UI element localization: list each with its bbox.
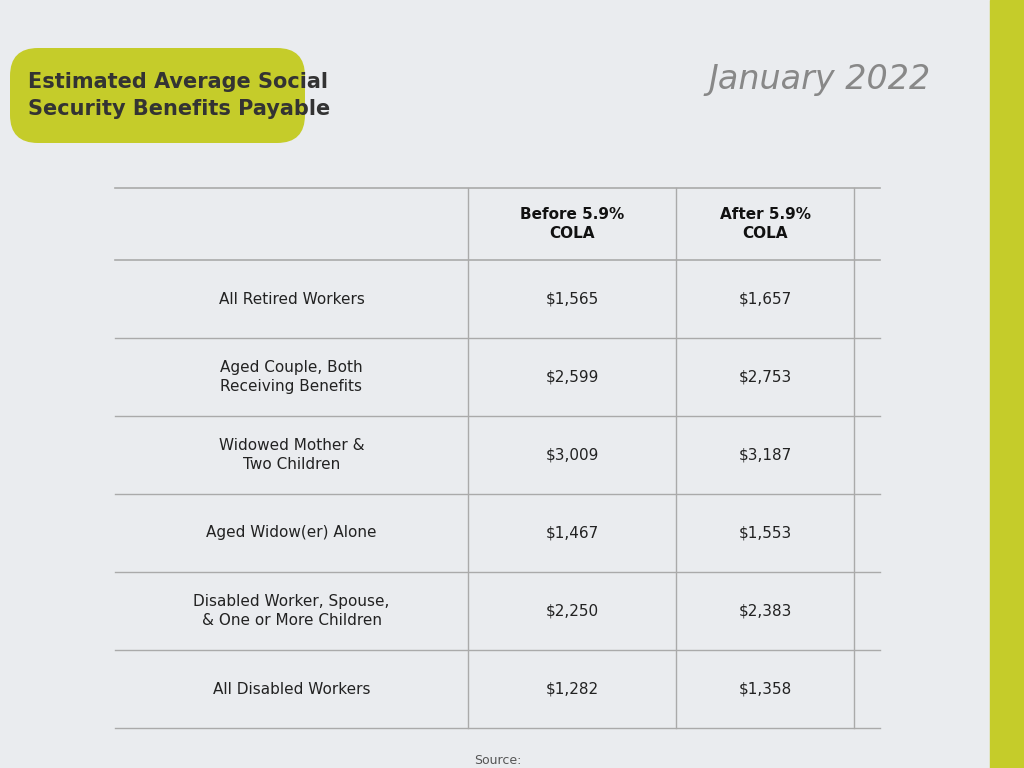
Text: Disabled Worker, Spouse,
& One or More Children: Disabled Worker, Spouse, & One or More C…	[194, 594, 390, 628]
Text: $3,009: $3,009	[546, 448, 599, 462]
Text: All Retired Workers: All Retired Workers	[218, 292, 365, 306]
Text: $2,250: $2,250	[546, 604, 599, 618]
Text: $1,553: $1,553	[738, 525, 792, 541]
Text: Before 5.9%
COLA: Before 5.9% COLA	[520, 207, 624, 241]
Text: Widowed Mother &
Two Children: Widowed Mother & Two Children	[219, 438, 365, 472]
Text: Aged Widow(er) Alone: Aged Widow(er) Alone	[206, 525, 377, 541]
Text: $1,565: $1,565	[546, 292, 599, 306]
Text: After 5.9%
COLA: After 5.9% COLA	[720, 207, 811, 241]
Text: Source:
https://www.ssa.gov/news/press/factsheets/colafacts2022.pdf: Source: https://www.ssa.gov/news/press/f…	[304, 754, 691, 768]
Text: Aged Couple, Both
Receiving Benefits: Aged Couple, Both Receiving Benefits	[220, 359, 362, 395]
Text: January 2022: January 2022	[709, 64, 931, 97]
Text: All Disabled Workers: All Disabled Workers	[213, 681, 371, 697]
Text: Estimated Average Social
Security Benefits Payable: Estimated Average Social Security Benefi…	[28, 72, 331, 119]
Text: $2,753: $2,753	[738, 369, 792, 385]
Bar	[990, 0, 1024, 768]
Text: $1,657: $1,657	[738, 292, 792, 306]
FancyBboxPatch shape	[10, 48, 305, 143]
Text: $2,599: $2,599	[546, 369, 599, 385]
Text: $3,187: $3,187	[738, 448, 792, 462]
Text: $1,358: $1,358	[738, 681, 792, 697]
Text: $1,282: $1,282	[546, 681, 599, 697]
Text: $2,383: $2,383	[738, 604, 792, 618]
Text: $1,467: $1,467	[546, 525, 599, 541]
